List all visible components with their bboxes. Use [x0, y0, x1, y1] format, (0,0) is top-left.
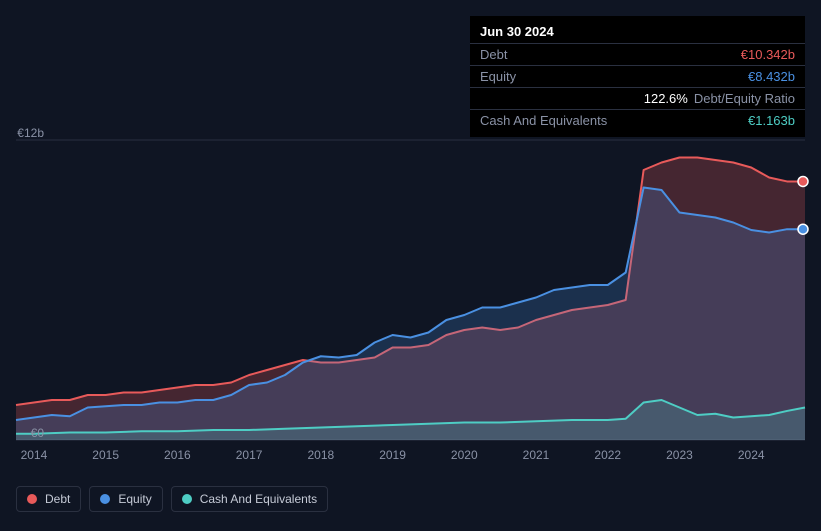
- y-axis-label: €12b: [0, 126, 44, 140]
- tooltip-row-value: €10.342b: [741, 47, 795, 62]
- x-axis-label: 2017: [229, 448, 269, 462]
- x-axis-label: 2019: [373, 448, 413, 462]
- x-axis-label: 2023: [659, 448, 699, 462]
- legend-dot-icon: [100, 494, 110, 504]
- tooltip-row-value: €8.432b: [748, 69, 795, 84]
- tooltip-ratio-text: Debt/Equity Ratio: [694, 91, 795, 106]
- tooltip-row-value: €1.163b: [748, 113, 795, 128]
- x-axis-label: 2020: [444, 448, 484, 462]
- chart-end-marker-equity: [798, 224, 808, 234]
- tooltip-row: Equity €8.432b: [470, 65, 805, 87]
- x-axis-label: 2021: [516, 448, 556, 462]
- legend-dot-icon: [182, 494, 192, 504]
- x-axis-label: 2015: [86, 448, 126, 462]
- legend-dot-icon: [27, 494, 37, 504]
- x-axis-label: 2016: [157, 448, 197, 462]
- y-axis-label: €0: [0, 426, 44, 440]
- tooltip-row-label: Debt: [480, 47, 507, 62]
- legend-item-label: Equity: [118, 492, 151, 506]
- tooltip-row: Debt €10.342b: [470, 43, 805, 65]
- legend-item-debt[interactable]: Debt: [16, 486, 81, 512]
- x-axis-label: 2014: [14, 448, 54, 462]
- chart-legend: Debt Equity Cash And Equivalents: [16, 486, 328, 512]
- tooltip-row: 122.6% Debt/Equity Ratio: [470, 87, 805, 109]
- legend-item-cash[interactable]: Cash And Equivalents: [171, 486, 328, 512]
- chart-end-marker-debt: [798, 176, 808, 186]
- tooltip-date: Jun 30 2024: [470, 22, 805, 43]
- legend-item-label: Cash And Equivalents: [200, 492, 317, 506]
- x-axis-label: 2024: [731, 448, 771, 462]
- tooltip-row: Cash And Equivalents €1.163b: [470, 109, 805, 131]
- tooltip-ratio-pct: 122.6%: [644, 91, 688, 106]
- tooltip-row-label: Equity: [480, 69, 516, 84]
- tooltip-row-label: Cash And Equivalents: [480, 113, 607, 128]
- legend-item-equity[interactable]: Equity: [89, 486, 162, 512]
- legend-item-label: Debt: [45, 492, 70, 506]
- x-axis-label: 2022: [588, 448, 628, 462]
- x-axis-label: 2018: [301, 448, 341, 462]
- chart-tooltip: Jun 30 2024 Debt €10.342b Equity €8.432b 122…: [470, 16, 805, 137]
